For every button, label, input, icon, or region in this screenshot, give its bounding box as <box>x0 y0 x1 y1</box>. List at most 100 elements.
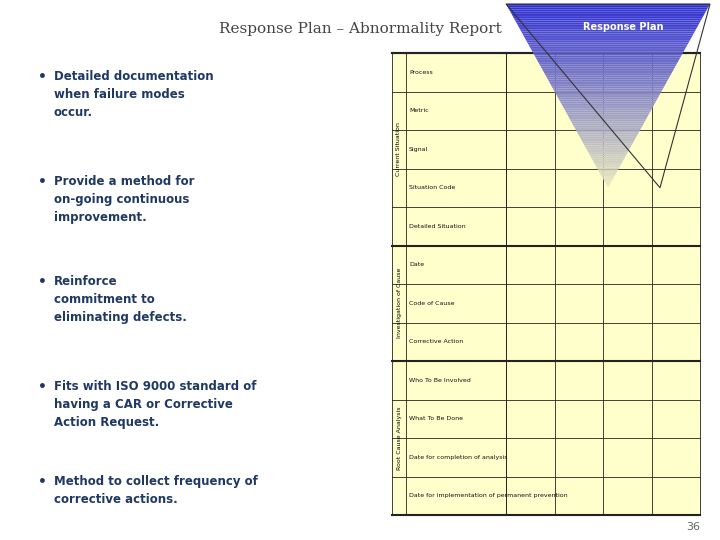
Polygon shape <box>592 158 624 160</box>
Text: Who To Be Involved: Who To Be Involved <box>409 378 471 383</box>
Polygon shape <box>536 59 680 61</box>
Polygon shape <box>561 103 655 105</box>
Polygon shape <box>563 107 653 109</box>
Text: What To Be Done: What To Be Done <box>409 416 463 421</box>
Text: Signal: Signal <box>409 147 428 152</box>
Polygon shape <box>519 28 697 30</box>
Text: •: • <box>37 70 46 84</box>
Polygon shape <box>602 177 614 179</box>
Polygon shape <box>555 92 661 94</box>
Polygon shape <box>603 179 613 180</box>
Polygon shape <box>540 65 676 66</box>
Polygon shape <box>531 48 685 50</box>
Polygon shape <box>580 138 636 140</box>
Polygon shape <box>514 19 702 21</box>
Polygon shape <box>588 151 629 153</box>
Text: Current Situation: Current Situation <box>397 123 402 176</box>
Text: Metric: Metric <box>409 108 428 113</box>
Polygon shape <box>553 89 663 90</box>
Polygon shape <box>582 142 634 144</box>
Polygon shape <box>565 111 651 112</box>
Polygon shape <box>544 72 672 74</box>
Polygon shape <box>531 50 685 52</box>
Polygon shape <box>534 53 683 56</box>
Polygon shape <box>528 44 688 46</box>
Polygon shape <box>577 131 639 133</box>
Polygon shape <box>589 153 627 154</box>
Polygon shape <box>559 99 657 102</box>
Polygon shape <box>604 180 612 182</box>
Polygon shape <box>577 133 639 134</box>
Polygon shape <box>516 21 701 22</box>
Polygon shape <box>513 17 703 19</box>
Polygon shape <box>522 33 693 35</box>
Polygon shape <box>595 166 620 167</box>
Polygon shape <box>516 22 700 24</box>
Text: 36: 36 <box>686 522 700 532</box>
Polygon shape <box>538 61 678 63</box>
Polygon shape <box>593 160 624 162</box>
Polygon shape <box>573 125 643 127</box>
Polygon shape <box>521 30 696 31</box>
Text: Root Cause Analysis: Root Cause Analysis <box>397 406 402 470</box>
Polygon shape <box>597 167 619 170</box>
Polygon shape <box>552 87 664 89</box>
Polygon shape <box>529 46 687 48</box>
Polygon shape <box>575 127 642 129</box>
Polygon shape <box>510 11 706 13</box>
Polygon shape <box>541 66 675 69</box>
Text: Situation Code: Situation Code <box>409 185 455 190</box>
Polygon shape <box>533 52 683 53</box>
Polygon shape <box>578 134 638 136</box>
Text: •: • <box>37 275 46 289</box>
Polygon shape <box>509 10 707 11</box>
Polygon shape <box>517 24 699 26</box>
Polygon shape <box>518 26 698 28</box>
Polygon shape <box>536 57 680 59</box>
Polygon shape <box>570 118 647 120</box>
Text: Response Plan: Response Plan <box>582 22 663 32</box>
Polygon shape <box>606 184 610 186</box>
Polygon shape <box>590 157 626 158</box>
Polygon shape <box>508 8 708 10</box>
Polygon shape <box>534 56 681 57</box>
Text: •: • <box>37 475 46 489</box>
Polygon shape <box>524 37 692 39</box>
Polygon shape <box>564 109 652 111</box>
Polygon shape <box>580 136 636 138</box>
Text: Code of Cause: Code of Cause <box>409 301 454 306</box>
Polygon shape <box>594 162 622 164</box>
Polygon shape <box>507 6 709 8</box>
Polygon shape <box>528 43 688 44</box>
Polygon shape <box>545 74 671 76</box>
Text: Detailed Situation: Detailed Situation <box>409 224 466 229</box>
Text: Detailed documentation
when failure modes
occur.: Detailed documentation when failure mode… <box>54 70 214 119</box>
Polygon shape <box>506 4 710 6</box>
Polygon shape <box>521 31 695 33</box>
Polygon shape <box>548 79 668 81</box>
Polygon shape <box>551 85 665 87</box>
Polygon shape <box>562 105 654 107</box>
Text: Investigation of Cause: Investigation of Cause <box>397 268 402 339</box>
Polygon shape <box>601 175 615 177</box>
Polygon shape <box>541 69 675 70</box>
Polygon shape <box>523 35 693 37</box>
Polygon shape <box>557 96 659 98</box>
Polygon shape <box>550 83 666 85</box>
Polygon shape <box>575 129 641 131</box>
Text: Response Plan – Abnormality Report: Response Plan – Abnormality Report <box>219 22 501 36</box>
Polygon shape <box>587 149 629 151</box>
Polygon shape <box>598 170 618 171</box>
Polygon shape <box>595 164 621 166</box>
Polygon shape <box>526 40 690 43</box>
Polygon shape <box>549 81 667 83</box>
Polygon shape <box>568 116 648 118</box>
Text: Corrective Action: Corrective Action <box>409 339 463 345</box>
Polygon shape <box>511 13 705 15</box>
Text: Date for implementation of permanent prevention: Date for implementation of permanent pre… <box>409 493 567 498</box>
Polygon shape <box>599 171 617 173</box>
Text: •: • <box>37 380 46 394</box>
Polygon shape <box>566 112 650 114</box>
Polygon shape <box>585 145 631 147</box>
Polygon shape <box>582 140 634 142</box>
